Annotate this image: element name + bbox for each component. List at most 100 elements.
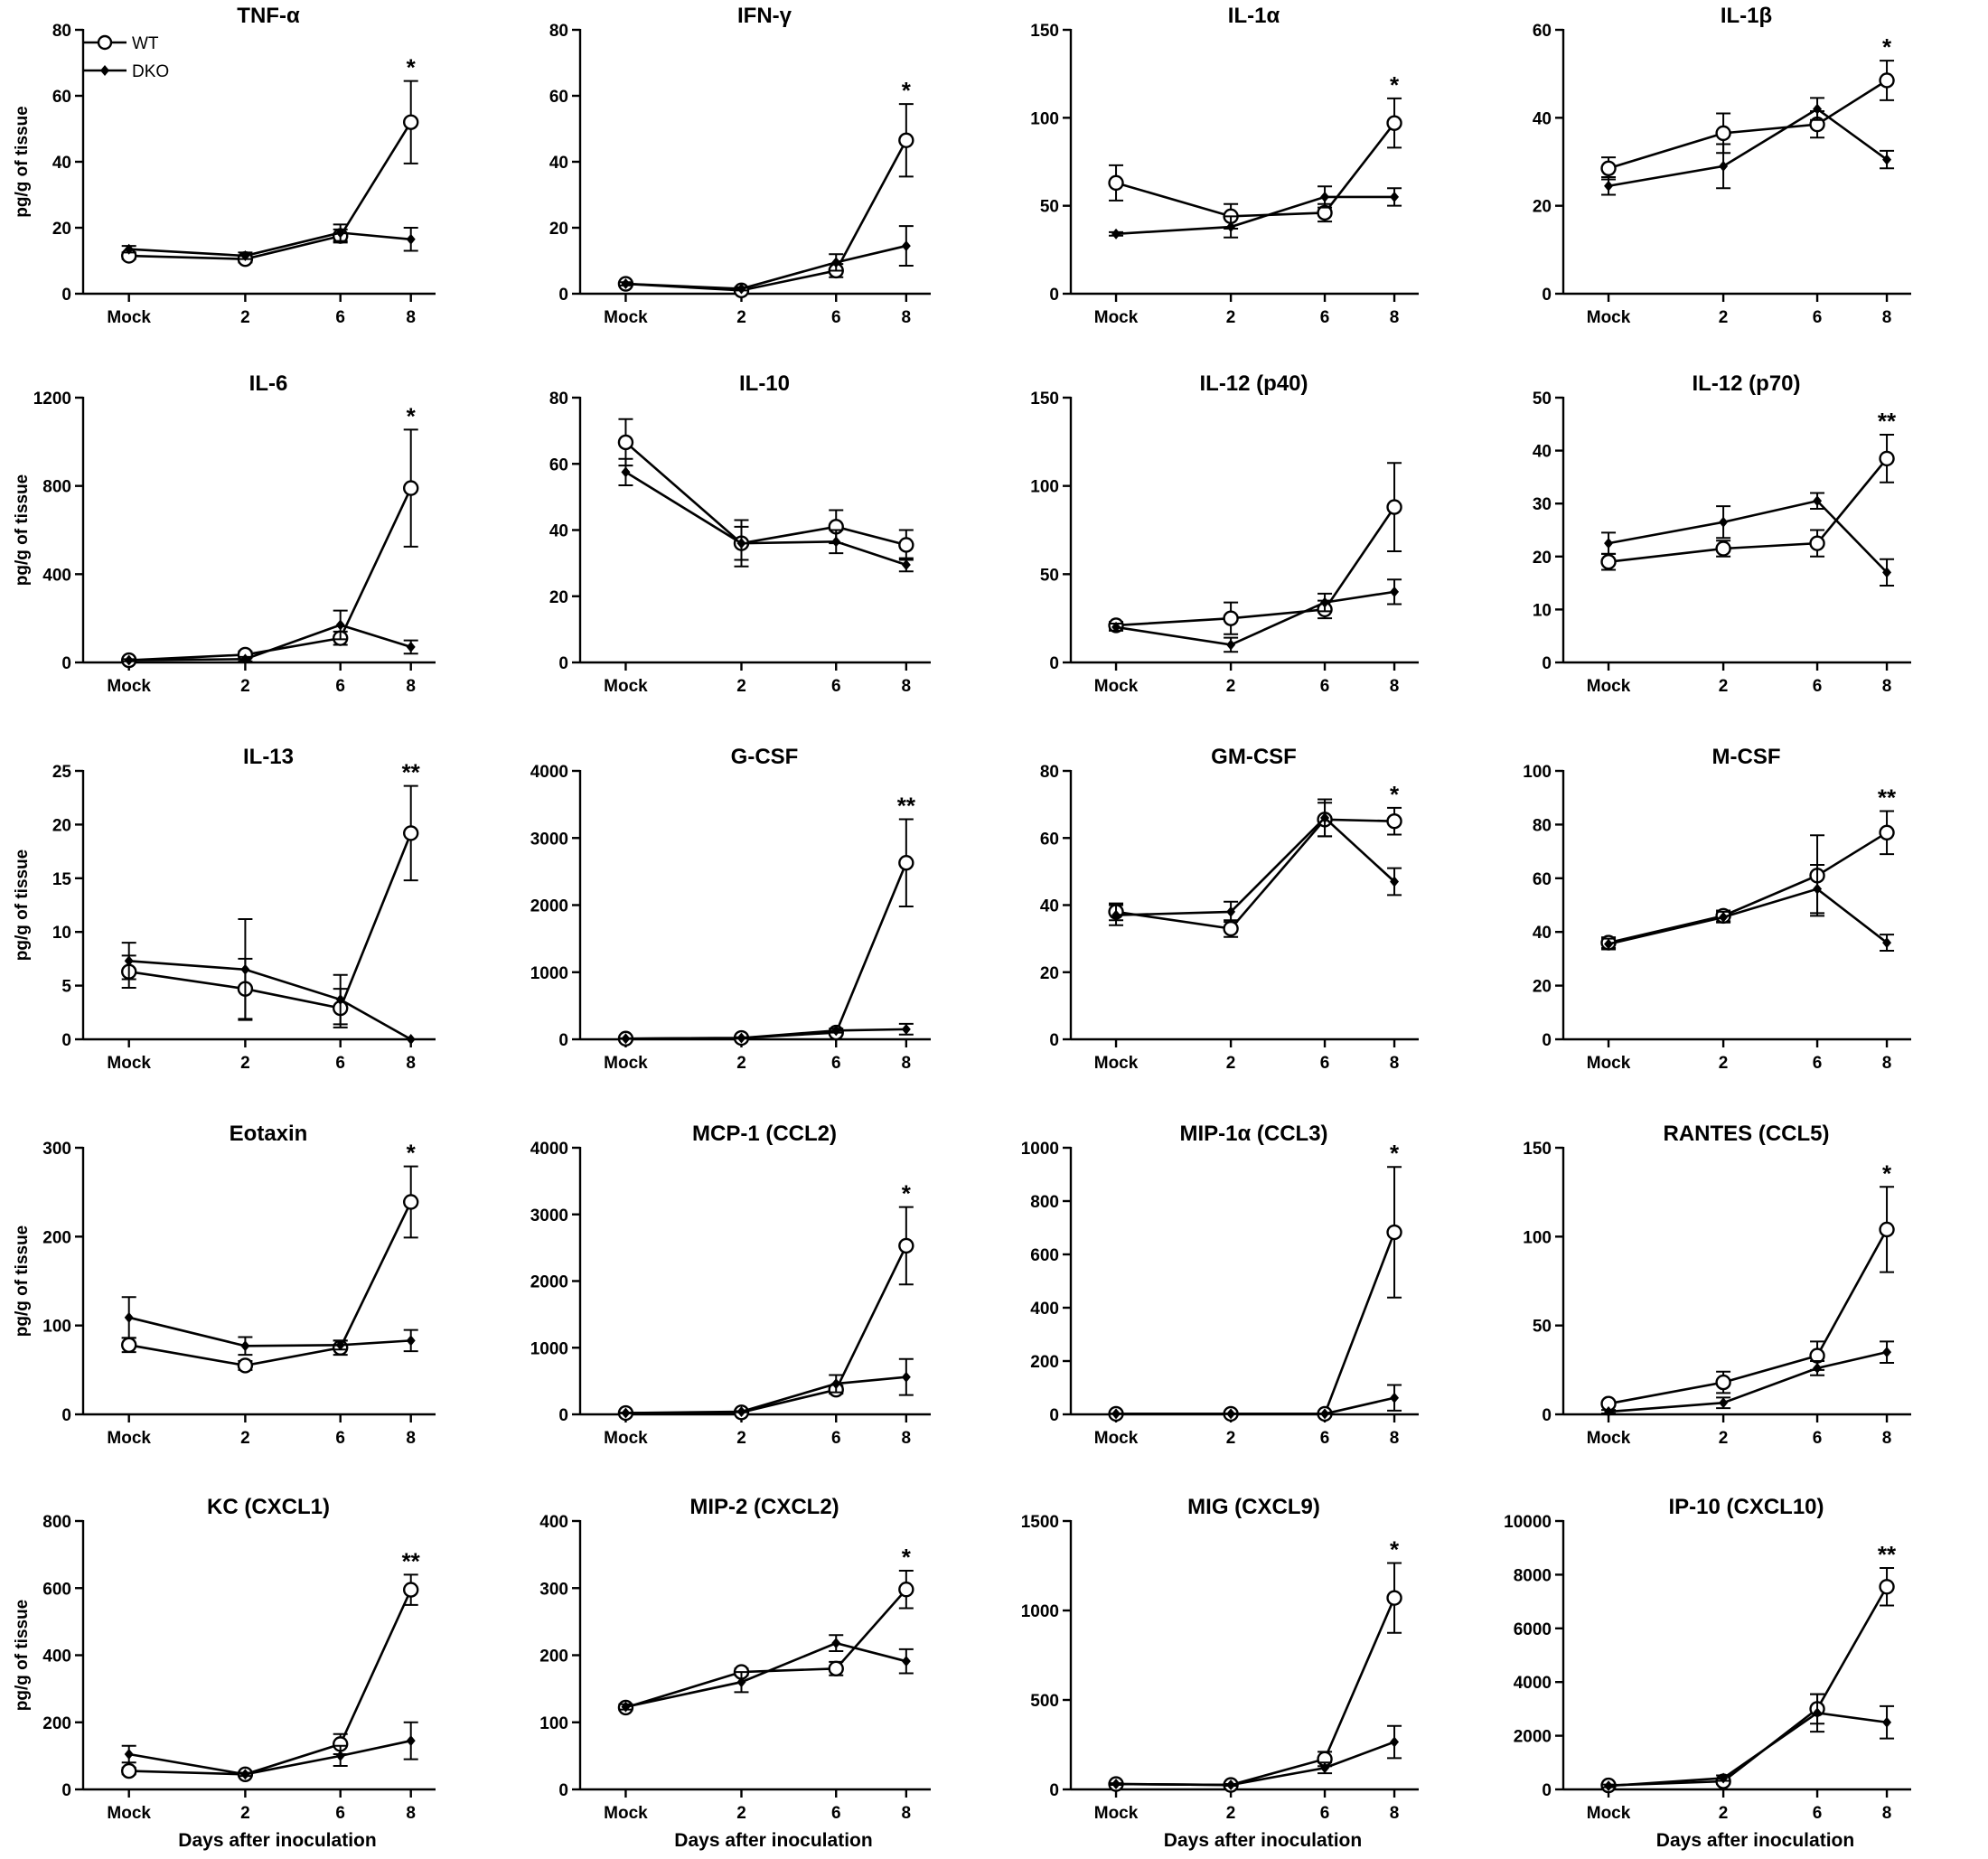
- panel-7: IL-12 (p40) 0 50 100 150 Mock 2 6 8: [1030, 371, 1419, 696]
- y-tick-label: 40: [1040, 897, 1059, 916]
- series-line: [625, 1588, 907, 1709]
- dko-point: [901, 1023, 911, 1035]
- x-tick-label: Mock: [1587, 1429, 1631, 1448]
- dko-point: [1320, 191, 1330, 202]
- y-tick-label: 0: [558, 286, 568, 305]
- series-dko: [121, 223, 418, 262]
- y-tick-label: 2000: [530, 1273, 568, 1292]
- x-tick-label: 6: [1320, 308, 1330, 327]
- dko-point: [831, 1025, 841, 1037]
- y-tick-label: 10: [1533, 601, 1552, 620]
- series-wt: [1108, 97, 1402, 230]
- series-line: [1608, 1711, 1888, 1788]
- x-tick-label: 6: [831, 1804, 841, 1823]
- y-tick-label: 80: [549, 22, 568, 41]
- dko-point: [1719, 1772, 1729, 1784]
- wt-point: [1108, 174, 1124, 192]
- panel-2: IFN-γ 0 20 40 60 80 Mock 2 6 8 *: [549, 4, 931, 327]
- y-tick-label: 60: [1533, 22, 1552, 41]
- series-dko: [618, 225, 914, 295]
- y-tick-label: 80: [549, 390, 568, 408]
- series-wt: [1600, 810, 1895, 951]
- significance-marker: *: [902, 1544, 912, 1571]
- dko-point: [1813, 103, 1823, 115]
- dko-point: [1320, 1762, 1330, 1774]
- panel-title: MIP-2 (CXCL2): [689, 1495, 839, 1519]
- series-line: [1115, 195, 1395, 236]
- series-dko: [1109, 578, 1402, 653]
- series-wt: [1600, 434, 1895, 571]
- wt-point: [1879, 1579, 1895, 1595]
- x-tick-label: 6: [1813, 1054, 1823, 1073]
- x-tick-label: 8: [406, 1054, 416, 1073]
- dko-point: [240, 963, 250, 975]
- dko-point: [1813, 495, 1823, 507]
- x-tick-label: 6: [1813, 1429, 1823, 1448]
- y-tick-label: 4000: [530, 1140, 568, 1159]
- wt-point: [237, 1357, 254, 1374]
- y-tick-label: 100: [539, 1714, 568, 1733]
- dko-point: [335, 619, 345, 631]
- panel-17: KC (CXCL1) 0 200 400 600 800 Mock 2 6 8 pg/g of ti…: [13, 1495, 436, 1851]
- wt-point: [403, 1194, 419, 1210]
- y-tick-label: 2000: [530, 897, 568, 916]
- x-tick-label: 8: [1882, 677, 1892, 696]
- y-axis-label: pg/g of tissue: [13, 106, 32, 218]
- dko-point: [901, 240, 911, 252]
- wt-point: [1809, 535, 1825, 551]
- x-tick-label: 2: [1719, 677, 1729, 696]
- x-tick-label: 2: [1719, 308, 1729, 327]
- x-tick-label: 8: [1882, 1054, 1892, 1073]
- dko-point: [621, 466, 631, 478]
- legend-wt-marker: [97, 34, 113, 51]
- x-tick-label: 6: [1813, 1804, 1823, 1823]
- y-tick-label: 200: [42, 1228, 71, 1247]
- x-tick-label: 8: [406, 1804, 416, 1823]
- y-tick-label: 10000: [1504, 1513, 1552, 1532]
- y-tick-label: 1200: [33, 390, 71, 408]
- y-tick-label: 800: [42, 1513, 71, 1532]
- x-tick-label: 2: [240, 1054, 250, 1073]
- series-line: [128, 959, 412, 1041]
- x-tick-label: Mock: [1587, 308, 1631, 327]
- series-line: [625, 1641, 907, 1708]
- significance-marker: *: [1390, 71, 1400, 99]
- x-tick-label: 6: [831, 677, 841, 696]
- legend: WT DKO: [83, 34, 169, 81]
- y-tick-label: 0: [1542, 1781, 1552, 1800]
- x-tick-label: 6: [831, 1429, 841, 1448]
- series-dko: [1601, 863, 1895, 952]
- y-tick-label: 2000: [1514, 1728, 1552, 1747]
- panel-title: IFN-γ: [737, 4, 792, 28]
- dko-point: [831, 1638, 841, 1649]
- dko-point: [240, 653, 250, 665]
- wt-point: [403, 480, 419, 496]
- series-dko: [1109, 798, 1402, 926]
- x-tick-label: 6: [335, 677, 345, 696]
- x-tick-label: 8: [1390, 1804, 1400, 1823]
- y-tick-label: 50: [1533, 390, 1552, 408]
- y-tick-label: 1500: [1021, 1513, 1059, 1532]
- series-line: [128, 231, 411, 258]
- x-tick-label: 8: [902, 1804, 912, 1823]
- series-dko: [1601, 1340, 1895, 1418]
- significance-marker: *: [407, 402, 417, 429]
- dko-point: [1719, 516, 1729, 528]
- series-wt: [120, 784, 419, 1028]
- wt-point: [1386, 1224, 1402, 1241]
- y-tick-label: 0: [1049, 1031, 1059, 1050]
- panel-title: IL-1β: [1721, 4, 1772, 28]
- panel-title: GM-CSF: [1211, 745, 1297, 769]
- series-line: [1608, 79, 1888, 170]
- x-tick-label: 6: [831, 1054, 841, 1073]
- x-tick-label: 8: [1390, 677, 1400, 696]
- y-tick-label: 6000: [1514, 1620, 1552, 1639]
- series-wt: [617, 818, 914, 1047]
- x-tick-label: 6: [831, 308, 841, 327]
- y-tick-label: 800: [42, 478, 71, 497]
- x-tick-label: 2: [1226, 1054, 1236, 1073]
- wt-point: [898, 132, 914, 148]
- dko-point: [406, 1335, 416, 1347]
- dko-point: [1882, 1347, 1892, 1358]
